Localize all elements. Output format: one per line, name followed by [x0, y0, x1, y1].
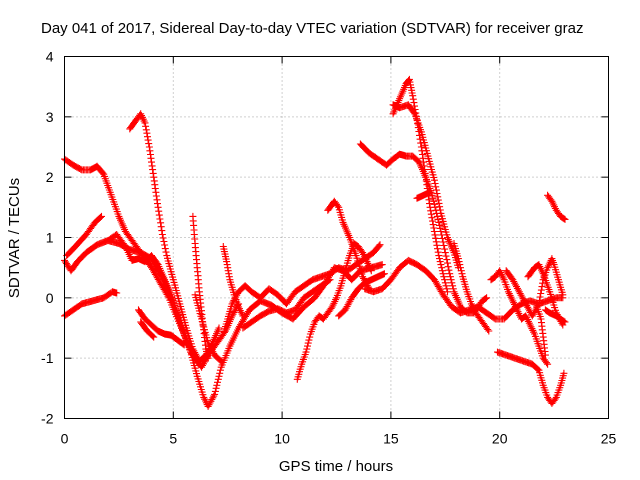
series-arc-12 — [219, 243, 247, 320]
y-tick-label: 3 — [46, 109, 54, 125]
series-arc-4 — [63, 212, 105, 260]
series-arc-20 — [413, 188, 434, 202]
data-point-markers — [189, 212, 212, 362]
series-arc-7 — [135, 306, 188, 349]
series-arc-22 — [450, 240, 493, 335]
data-point-markers — [61, 288, 121, 320]
data-point-markers — [533, 303, 549, 359]
series-arc-28 — [544, 191, 569, 223]
y-tick-label: 4 — [46, 49, 54, 65]
series-arc-23 — [487, 267, 552, 368]
y-tick-label: 0 — [46, 290, 54, 306]
data-points — [61, 75, 569, 410]
data-point-markers — [541, 306, 569, 326]
series-arc-6 — [104, 231, 201, 365]
y-axis-ticks: -2 -1 0 1 2 3 4 — [41, 49, 609, 427]
data-point-markers — [413, 188, 434, 202]
series-arc-5 — [61, 288, 121, 320]
series-arc-24 — [494, 348, 568, 407]
data-point-markers — [293, 240, 375, 383]
series-arc-13 — [239, 276, 334, 332]
data-point-markers — [239, 276, 334, 332]
data-point-markers — [502, 255, 567, 320]
x-tick-label: 5 — [169, 431, 177, 447]
series-arc-16 — [335, 270, 388, 320]
x-tick-label: 15 — [383, 431, 399, 447]
x-axis-ticks: 0 5 10 15 20 25 — [61, 56, 617, 447]
series-arc-10 — [189, 212, 212, 362]
x-tick-label: 10 — [274, 431, 290, 447]
x-tick-label: 0 — [61, 431, 69, 447]
data-point-markers — [137, 318, 158, 341]
x-tick-label: 25 — [601, 431, 617, 447]
data-point-markers — [494, 348, 568, 407]
y-tick-label: -2 — [41, 411, 54, 427]
data-point-markers — [487, 267, 552, 368]
chart-title: Day 041 of 2017, Sidereal Day-to-day VTE… — [41, 20, 583, 37]
series-arc-29 — [541, 306, 569, 326]
series-arc-8 — [137, 318, 158, 341]
y-axis-label: SDTVAR / TECUs — [6, 178, 23, 298]
x-axis-label: GPS time / hours — [279, 458, 393, 475]
y-tick-label: 2 — [46, 169, 54, 185]
data-point-markers — [104, 231, 201, 365]
series-arc-25 — [502, 255, 567, 320]
x-tick-label: 20 — [492, 431, 508, 447]
data-point-markers — [219, 243, 247, 320]
y-tick-label: 1 — [46, 230, 54, 246]
data-point-markers — [135, 306, 188, 349]
series-arc-27 — [533, 303, 549, 359]
data-point-markers — [63, 212, 105, 260]
data-point-markers — [544, 191, 569, 223]
series-arc-14 — [293, 240, 375, 383]
data-point-markers — [450, 240, 493, 335]
y-tick-label: -1 — [41, 350, 54, 366]
data-point-markers — [335, 270, 388, 320]
